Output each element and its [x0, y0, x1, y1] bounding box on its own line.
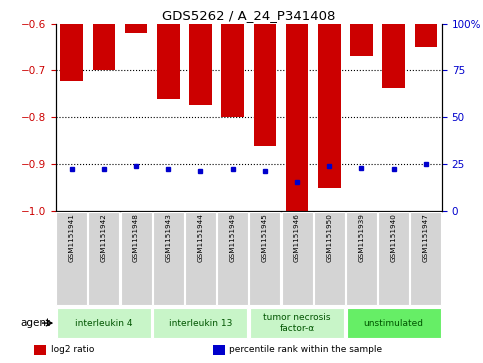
Bar	[157, 24, 180, 99]
Text: GSM1151943: GSM1151943	[165, 213, 171, 262]
Bar	[383, 24, 405, 87]
Bar	[121, 212, 152, 305]
Bar	[346, 212, 377, 305]
Text: GSM1151941: GSM1151941	[69, 213, 75, 262]
Bar	[286, 24, 308, 211]
Bar	[282, 212, 313, 305]
Bar	[249, 212, 280, 305]
Bar	[221, 24, 244, 117]
Bar	[350, 24, 373, 56]
Bar	[93, 24, 115, 70]
Text: GSM1151944: GSM1151944	[198, 213, 203, 262]
Text: agent: agent	[21, 318, 51, 328]
Bar	[88, 212, 119, 305]
Text: GSM1151945: GSM1151945	[262, 213, 268, 262]
Text: GSM1151947: GSM1151947	[423, 213, 429, 262]
Text: unstimulated: unstimulated	[364, 319, 424, 327]
Bar	[347, 308, 440, 338]
Text: GSM1151948: GSM1151948	[133, 213, 139, 262]
Bar	[185, 212, 216, 305]
Bar	[60, 24, 83, 81]
Bar	[378, 212, 409, 305]
Bar	[34, 345, 46, 355]
Text: GSM1151942: GSM1151942	[101, 213, 107, 262]
Bar	[254, 24, 276, 146]
Bar	[217, 212, 248, 305]
Text: interleukin 4: interleukin 4	[75, 319, 133, 327]
Bar	[125, 24, 147, 33]
Text: GSM1151949: GSM1151949	[229, 213, 236, 262]
Text: GSM1151940: GSM1151940	[391, 213, 397, 262]
Text: GSM1151946: GSM1151946	[294, 213, 300, 262]
Text: interleukin 13: interleukin 13	[169, 319, 232, 327]
Text: percentile rank within the sample: percentile rank within the sample	[229, 346, 383, 354]
Bar	[318, 24, 341, 188]
Text: tumor necrosis
factor-α: tumor necrosis factor-α	[263, 313, 331, 333]
Bar	[189, 24, 212, 105]
Bar	[414, 24, 437, 47]
Bar	[153, 212, 184, 305]
Text: GSM1151939: GSM1151939	[358, 213, 365, 262]
Bar	[57, 308, 151, 338]
Bar	[56, 212, 87, 305]
Bar	[314, 212, 345, 305]
Text: log2 ratio: log2 ratio	[51, 346, 94, 354]
Bar	[213, 345, 225, 355]
Bar	[250, 308, 344, 338]
Bar	[411, 212, 441, 305]
Bar	[154, 308, 247, 338]
Text: GSM1151950: GSM1151950	[326, 213, 332, 262]
Title: GDS5262 / A_24_P341408: GDS5262 / A_24_P341408	[162, 9, 335, 23]
